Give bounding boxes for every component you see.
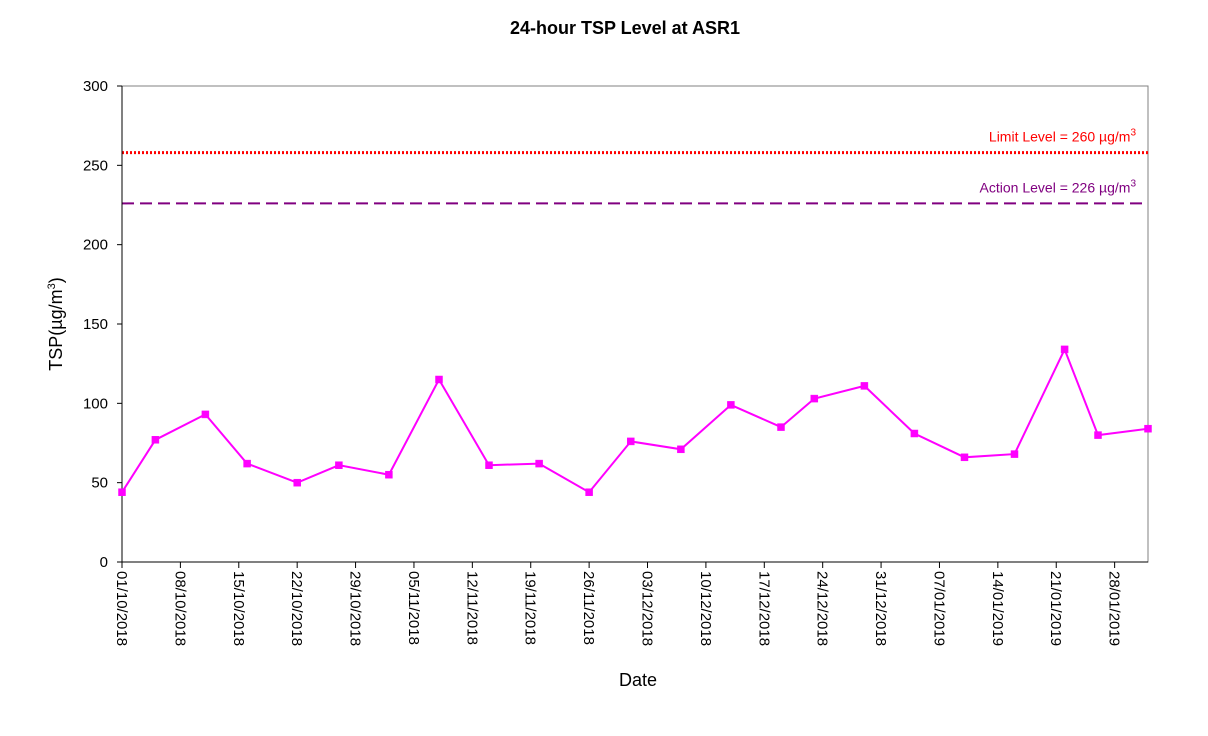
y-tick-label: 150 bbox=[83, 316, 108, 333]
x-tick-label: 15/10/2018 bbox=[230, 571, 247, 646]
y-axis-label-main: TSP( bbox=[46, 330, 66, 371]
data-series bbox=[118, 345, 1152, 496]
x-tick-label: 31/12/2018 bbox=[872, 571, 889, 646]
data-point bbox=[201, 410, 210, 419]
data-point bbox=[485, 461, 493, 469]
ref-label-text: Limit Level = 260 µg/m bbox=[989, 129, 1131, 145]
x-tick-label: 19/11/2018 bbox=[522, 571, 539, 645]
data-point bbox=[585, 488, 593, 496]
x-tick-label: 24/12/2018 bbox=[814, 571, 831, 646]
data-point bbox=[860, 382, 869, 390]
data-point bbox=[727, 401, 735, 409]
data-point bbox=[535, 459, 543, 468]
y-axis-label-sup: 3 bbox=[46, 283, 58, 289]
x-tick-label: 05/11/2018 bbox=[405, 571, 422, 645]
y-axis-label: TSP(µg/m3) bbox=[46, 277, 66, 371]
data-point bbox=[627, 437, 635, 446]
data-point bbox=[777, 423, 785, 431]
x-tick-label: 10/12/2018 bbox=[697, 571, 714, 646]
data-point bbox=[910, 429, 919, 438]
data-point bbox=[810, 394, 819, 403]
data-point bbox=[677, 445, 685, 454]
data-point bbox=[960, 453, 969, 462]
y-axis: 0 50 100 150 200 250 300 bbox=[83, 78, 123, 571]
data-point bbox=[1060, 345, 1069, 354]
x-tick-label: 26/11/2018 bbox=[580, 571, 597, 645]
x-tick-label: 12/11/2018 bbox=[463, 571, 480, 645]
data-point bbox=[1010, 450, 1019, 458]
data-point bbox=[335, 461, 343, 469]
limit-level-label: Limit Level = 260 µg/m3 bbox=[989, 128, 1137, 145]
ref-label-sup: 3 bbox=[1130, 128, 1136, 139]
x-tick-label: 17/12/2018 bbox=[755, 571, 772, 646]
x-tick-label: 01/10/2018 bbox=[113, 571, 130, 646]
x-tick-label: 29/10/2018 bbox=[347, 571, 364, 646]
x-axis: 01/10/2018 08/10/2018 15/10/2018 22/10/2018… bbox=[113, 561, 1148, 646]
data-point bbox=[1144, 424, 1152, 433]
data-point bbox=[151, 436, 160, 444]
data-point bbox=[1094, 431, 1102, 439]
x-tick-label: 08/10/2018 bbox=[171, 571, 188, 646]
y-tick-label: 100 bbox=[83, 395, 108, 412]
x-axis-label: Date bbox=[619, 670, 657, 690]
plot-area bbox=[121, 85, 1149, 563]
x-tick-label: 22/10/2018 bbox=[288, 571, 305, 646]
data-point bbox=[293, 478, 301, 487]
action-level-label: Action Level = 226 µg/m3 bbox=[980, 178, 1137, 195]
y-tick-label: 50 bbox=[91, 475, 108, 492]
ref-label-sup: 3 bbox=[1130, 178, 1136, 189]
x-tick-label: 28/01/2019 bbox=[1106, 571, 1123, 646]
y-axis-label-close: ) bbox=[46, 277, 66, 283]
y-tick-label: 250 bbox=[83, 157, 108, 174]
y-tick-label: 0 bbox=[100, 554, 108, 571]
x-tick-label: 21/01/2019 bbox=[1047, 571, 1064, 646]
x-tick-label: 07/01/2019 bbox=[930, 571, 947, 646]
ref-label-text: Action Level = 226 µg/m bbox=[980, 179, 1131, 195]
data-point bbox=[243, 459, 251, 468]
y-tick-label: 300 bbox=[83, 78, 108, 95]
y-axis-label-unit: µg/m bbox=[46, 289, 66, 329]
data-point bbox=[118, 488, 126, 496]
chart-title: 24-hour TSP Level at ASR1 bbox=[510, 18, 740, 38]
y-tick-label: 200 bbox=[83, 237, 108, 254]
data-point bbox=[385, 470, 393, 479]
x-tick-label: 03/12/2018 bbox=[639, 571, 656, 646]
x-tick-label: 14/01/2019 bbox=[989, 571, 1006, 646]
data-point bbox=[435, 375, 443, 384]
